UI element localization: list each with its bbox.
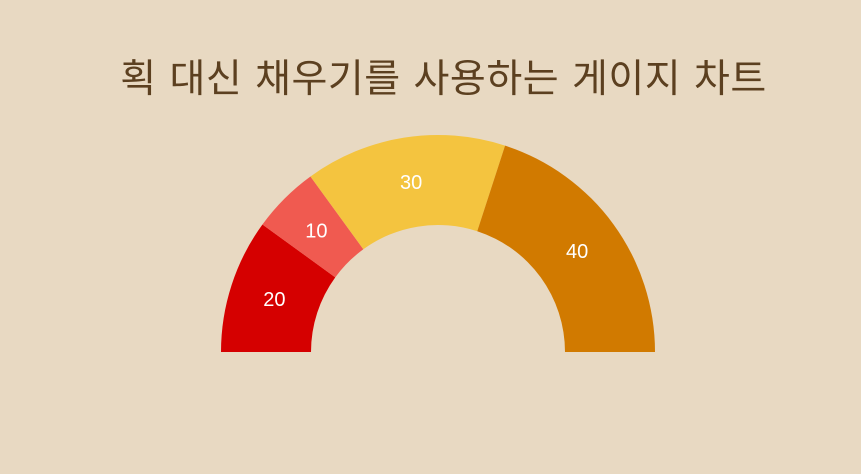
gauge-slice-10 [262,176,364,278]
gauge-slice-20 [221,224,336,352]
slice-label-40: 40 [566,241,588,263]
slice-label-10: 10 [305,220,327,242]
gauge-slice-40 [477,145,655,352]
gauge-slice-30 [310,135,506,250]
slice-label-20: 20 [263,289,285,311]
slice-label-30: 30 [400,172,422,194]
chart-title: 획 대신 채우기를 사용하는 게이지 차트 [120,57,767,102]
